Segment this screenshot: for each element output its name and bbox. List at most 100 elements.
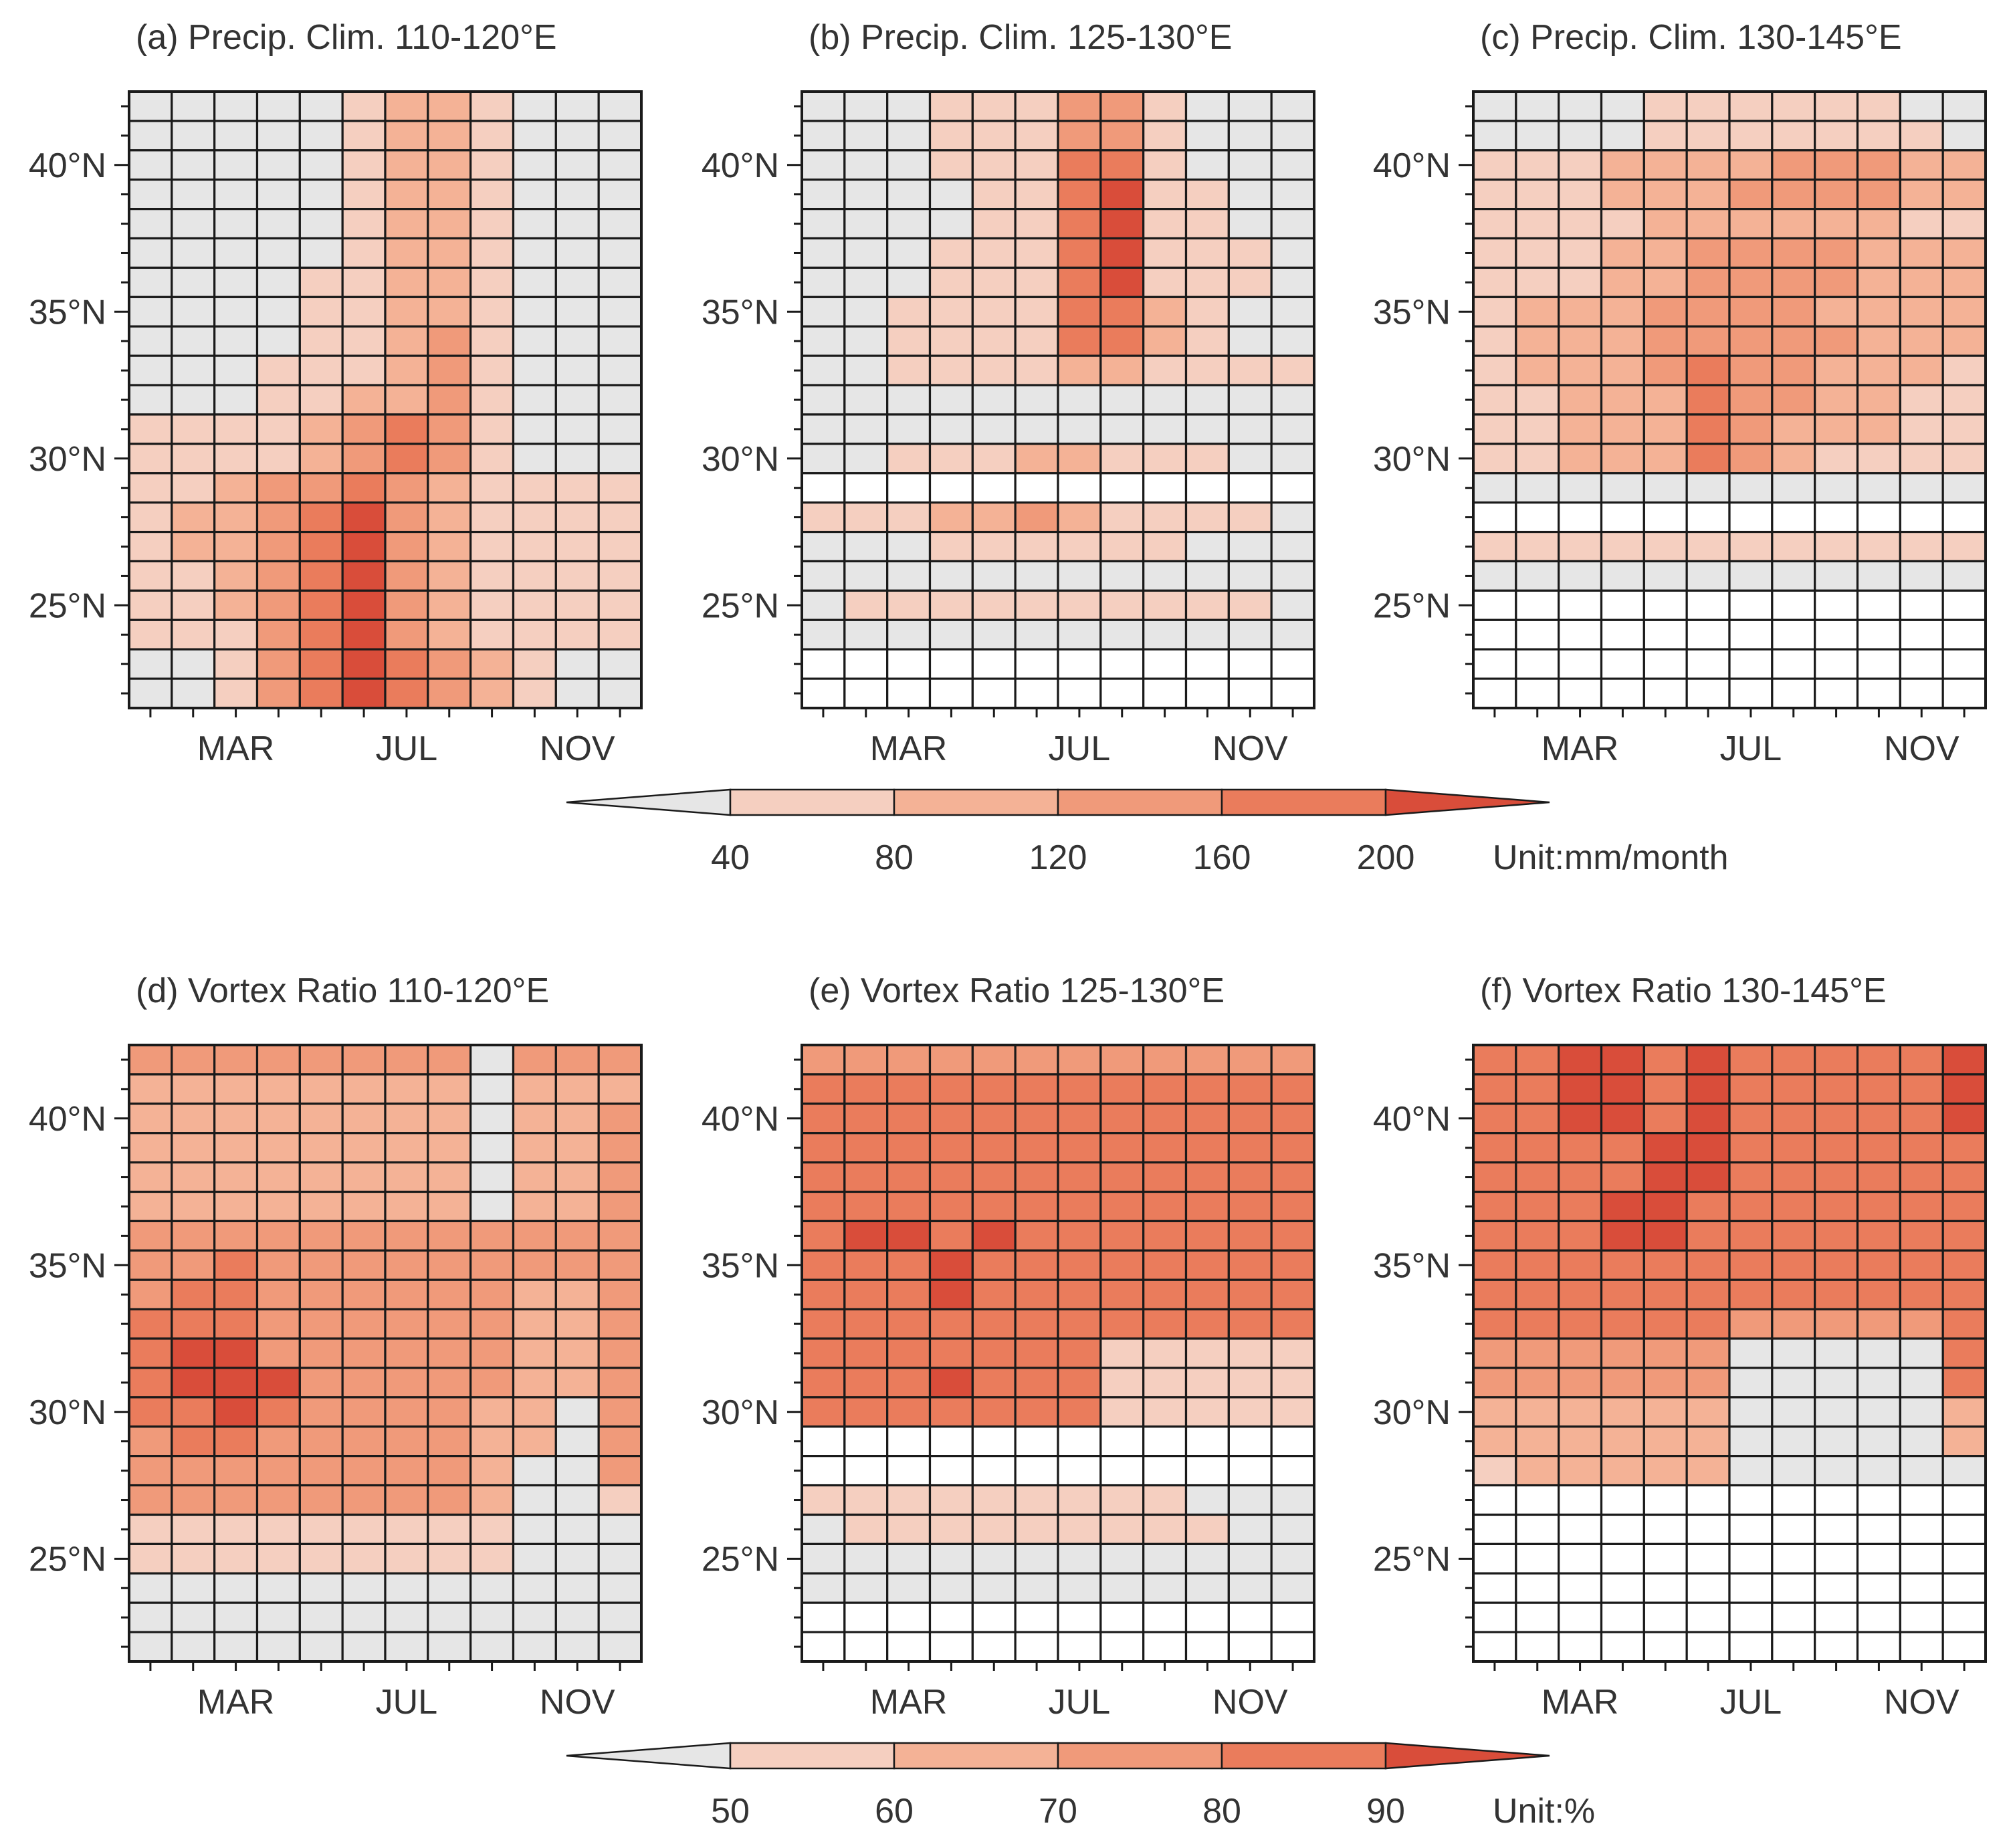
cell-c-r5-c4: [1643, 237, 1688, 269]
cell-f-r7-c8: [1814, 1249, 1859, 1281]
cell-f-r9-c8: [1814, 1308, 1859, 1340]
cell-b-r13-c11: [1270, 472, 1315, 504]
cell-b-r5-c9: [1184, 237, 1230, 269]
cell-b-r16-c3: [928, 560, 974, 592]
cell-c-r18-c9: [1856, 618, 1901, 651]
cell-d-r2-c9: [512, 1103, 557, 1135]
cell-a-r12-c7: [427, 443, 472, 475]
cell-a-r16-c4: [298, 560, 344, 592]
cell-a-r8-c10: [554, 325, 600, 357]
cell-e-r14-c10: [1227, 1455, 1273, 1487]
cell-c-r16-c2: [1558, 560, 1603, 592]
cell-a-r7-c11: [597, 296, 643, 328]
cell-c-r20-c9: [1856, 677, 1901, 709]
cell-b-r8-c1: [843, 325, 889, 357]
colorbar-vortex-tick-3: 80: [1202, 1792, 1241, 1831]
cell-b-r12-c5: [1014, 443, 1059, 475]
cell-b-r9-c6: [1057, 354, 1102, 386]
cell-d-r8-c2: [213, 1278, 259, 1310]
cell-b-r11-c3: [928, 413, 974, 445]
cell-e-r20-c0: [801, 1631, 846, 1663]
cell-f-r5-c5: [1685, 1190, 1731, 1223]
cell-d-r2-c6: [384, 1103, 429, 1135]
cell-e-r2-c10: [1227, 1103, 1273, 1135]
cell-d-r13-c0: [128, 1425, 173, 1458]
cell-c-r3-c11: [1941, 179, 1987, 211]
cell-d-r17-c0: [128, 1542, 173, 1575]
cell-f-r8-c8: [1814, 1278, 1859, 1310]
cell-a-r14-c11: [597, 501, 643, 534]
cell-d-r16-c4: [298, 1513, 344, 1545]
cell-f-r4-c9: [1856, 1161, 1901, 1193]
cell-b-r6-c5: [1014, 266, 1059, 298]
cell-f-r0-c0: [1472, 1044, 1517, 1076]
cell-e-r7-c7: [1099, 1249, 1145, 1281]
cell-b-r4-c6: [1057, 208, 1102, 240]
cell-f-r16-c8: [1814, 1513, 1859, 1545]
cell-c-r8-c10: [1899, 325, 1944, 357]
cell-f-r8-c7: [1771, 1278, 1816, 1310]
cell-b-r3-c3: [928, 179, 974, 211]
cell-c-r4-c7: [1771, 208, 1816, 240]
cell-f-r12-c6: [1728, 1396, 1774, 1428]
cell-c-r11-c1: [1515, 413, 1560, 445]
cell-e-r10-c11: [1270, 1337, 1315, 1369]
cell-e-r2-c8: [1142, 1103, 1188, 1135]
cell-e-r19-c7: [1099, 1601, 1145, 1633]
cell-f-r8-c3: [1600, 1278, 1645, 1310]
cell-d-r6-c10: [554, 1220, 600, 1252]
cell-c-r9-c10: [1899, 354, 1944, 386]
cell-a-r9-c9: [512, 354, 557, 386]
cell-f-r13-c3: [1600, 1425, 1645, 1458]
colorbar-vortex-seg-1: [893, 1742, 1059, 1770]
cell-b-r12-c9: [1184, 443, 1230, 475]
cell-a-r7-c6: [384, 296, 429, 328]
cell-f-r3-c6: [1728, 1132, 1774, 1164]
cell-d-r2-c2: [213, 1103, 259, 1135]
colorbar-precip-tick-1: 80: [875, 838, 914, 877]
cell-b-r5-c4: [971, 237, 1017, 269]
cell-b-r0-c3: [928, 90, 974, 122]
cell-c-r18-c11: [1941, 618, 1987, 651]
cell-c-r19-c7: [1771, 648, 1816, 680]
cell-d-r6-c1: [171, 1220, 216, 1252]
cell-b-r17-c2: [886, 589, 932, 621]
cell-b-r7-c3: [928, 296, 974, 328]
cell-a-r14-c8: [469, 501, 515, 534]
cell-f-r13-c2: [1558, 1425, 1603, 1458]
cell-c-r17-c6: [1728, 589, 1774, 621]
cell-f-r19-c4: [1643, 1601, 1688, 1633]
cell-c-r9-c5: [1685, 354, 1731, 386]
cell-e-r15-c7: [1099, 1484, 1145, 1516]
cell-e-r15-c6: [1057, 1484, 1102, 1516]
cell-c-r18-c4: [1643, 618, 1688, 651]
cell-d-r12-c5: [341, 1396, 387, 1428]
cell-e-r6-c2: [886, 1220, 932, 1252]
ytick-label-b-0: 40°N: [702, 146, 779, 185]
cell-e-r0-c6: [1057, 1044, 1102, 1076]
cell-e-r6-c5: [1014, 1220, 1059, 1252]
cell-d-r14-c4: [298, 1455, 344, 1487]
cell-b-r17-c0: [801, 589, 846, 621]
cell-d-r5-c0: [128, 1190, 173, 1223]
cell-a-r8-c7: [427, 325, 472, 357]
cell-e-r2-c6: [1057, 1103, 1102, 1135]
cell-e-r20-c6: [1057, 1631, 1102, 1663]
cell-d-r0-c7: [427, 1044, 472, 1076]
cell-c-r8-c4: [1643, 325, 1688, 357]
cell-c-r14-c3: [1600, 501, 1645, 534]
cell-c-r5-c5: [1685, 237, 1731, 269]
cell-a-r5-c9: [512, 237, 557, 269]
cell-e-r19-c1: [843, 1601, 889, 1633]
cell-d-r4-c9: [512, 1161, 557, 1193]
cell-e-r19-c5: [1014, 1601, 1059, 1633]
cell-b-r6-c6: [1057, 266, 1102, 298]
cell-d-r18-c1: [171, 1572, 216, 1604]
cell-a-r16-c0: [128, 560, 173, 592]
cell-d-r3-c8: [469, 1132, 515, 1164]
cell-c-r15-c5: [1685, 530, 1731, 563]
cell-c-r7-c5: [1685, 296, 1731, 328]
cell-d-r11-c5: [341, 1367, 387, 1399]
cell-a-r3-c4: [298, 179, 344, 211]
